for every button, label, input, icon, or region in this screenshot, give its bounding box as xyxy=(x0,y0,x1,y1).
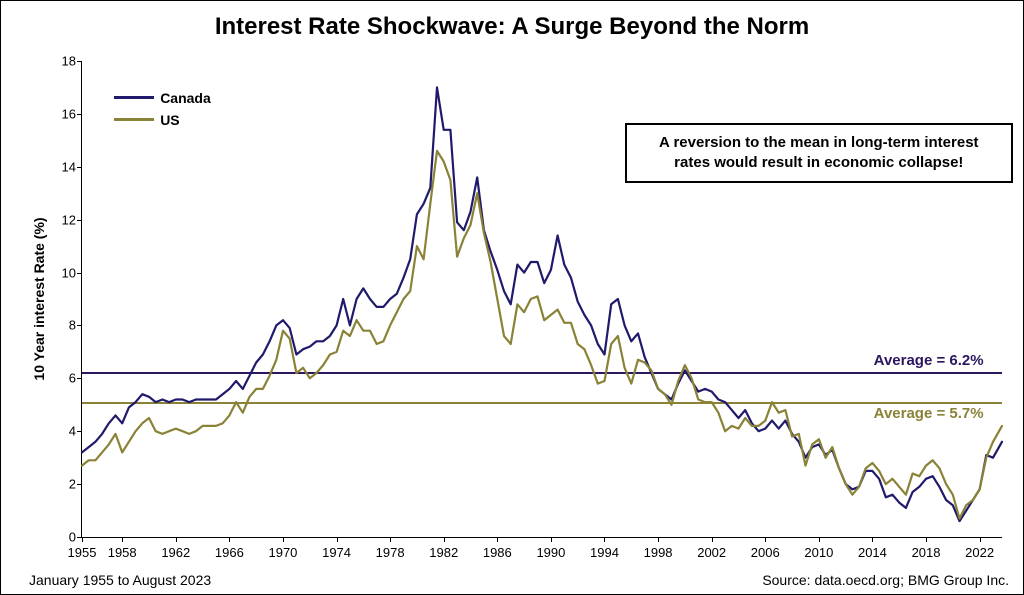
legend: Canada US xyxy=(114,90,211,134)
x-tick-label: 1970 xyxy=(268,545,297,560)
x-tick-mark xyxy=(390,537,391,542)
x-tick-mark xyxy=(122,537,123,542)
x-tick-label: 1990 xyxy=(536,545,565,560)
legend-label: US xyxy=(160,112,179,128)
y-tick-label: 4 xyxy=(69,424,76,439)
legend-swatch xyxy=(114,118,154,121)
x-tick-mark xyxy=(176,537,177,542)
x-tick-label: 1998 xyxy=(644,545,673,560)
x-tick-label: 1978 xyxy=(376,545,405,560)
y-tick-label: 18 xyxy=(62,54,76,69)
y-tick-label: 14 xyxy=(62,159,76,174)
x-tick-mark xyxy=(444,537,445,542)
x-tick-label: 1986 xyxy=(483,545,512,560)
x-tick-label: 2002 xyxy=(697,545,726,560)
annotation-line: rates would result in economic collapse! xyxy=(639,153,999,173)
y-tick-label: 2 xyxy=(69,477,76,492)
y-tick-label: 8 xyxy=(69,318,76,333)
x-tick-label: 1982 xyxy=(429,545,458,560)
x-tick-label: 1958 xyxy=(108,545,137,560)
x-tick-mark xyxy=(337,537,338,542)
x-tick-mark xyxy=(872,537,873,542)
x-tick-label: 2006 xyxy=(751,545,780,560)
x-tick-mark xyxy=(229,537,230,542)
plot-area: 0246810121416181955195819621966197019741… xyxy=(81,61,1002,538)
x-tick-label: 2018 xyxy=(912,545,941,560)
legend-label: Canada xyxy=(160,90,211,106)
series-line-us xyxy=(82,151,1002,519)
x-tick-label: 1994 xyxy=(590,545,619,560)
footer-left: January 1955 to August 2023 xyxy=(29,572,211,588)
legend-item: Canada xyxy=(114,90,211,106)
x-tick-label: 2014 xyxy=(858,545,887,560)
y-tick-label: 12 xyxy=(62,212,76,227)
x-tick-label: 1962 xyxy=(161,545,190,560)
x-tick-mark xyxy=(712,537,713,542)
x-tick-label: 1955 xyxy=(68,545,97,560)
annotation-line: A reversion to the mean in long-term int… xyxy=(639,133,999,153)
y-tick-label: 10 xyxy=(62,265,76,280)
x-tick-mark xyxy=(926,537,927,542)
x-tick-label: 2022 xyxy=(965,545,994,560)
x-tick-mark xyxy=(551,537,552,542)
x-tick-label: 1974 xyxy=(322,545,351,560)
x-tick-mark xyxy=(658,537,659,542)
y-tick-label: 16 xyxy=(62,106,76,121)
legend-item: US xyxy=(114,112,211,128)
x-tick-label: 2010 xyxy=(804,545,833,560)
y-tick-label: 6 xyxy=(69,371,76,386)
y-tick-label: 0 xyxy=(69,530,76,545)
x-tick-mark xyxy=(82,537,83,542)
x-tick-mark xyxy=(980,537,981,542)
chart-title: Interest Rate Shockwave: A Surge Beyond … xyxy=(1,13,1023,41)
x-tick-label: 1966 xyxy=(215,545,244,560)
x-tick-mark xyxy=(497,537,498,542)
legend-swatch xyxy=(114,96,154,99)
y-axis-label: 10 Year interest Rate (%) xyxy=(31,217,47,380)
x-tick-mark xyxy=(604,537,605,542)
x-tick-mark xyxy=(819,537,820,542)
x-tick-mark xyxy=(283,537,284,542)
x-tick-mark xyxy=(765,537,766,542)
annotation-box: A reversion to the mean in long-term int… xyxy=(625,123,1013,184)
footer-right: Source: data.oecd.org; BMG Group Inc. xyxy=(762,572,1009,588)
